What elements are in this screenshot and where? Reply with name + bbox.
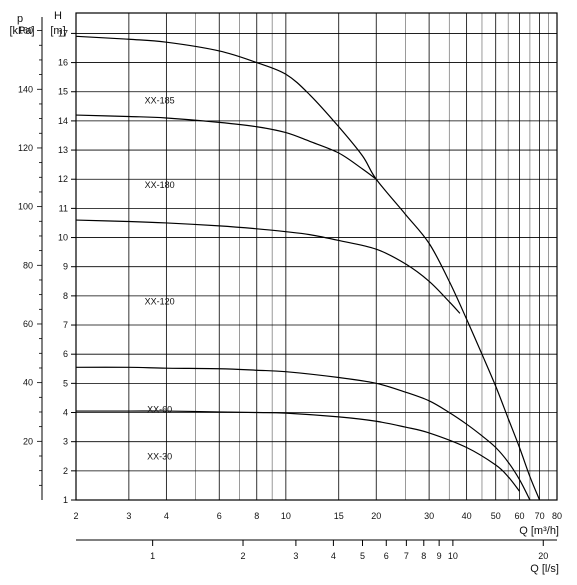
q-tick-label: 8 — [254, 511, 259, 521]
h-tick-label: 11 — [59, 203, 68, 213]
curve-xx-180 — [75, 114, 377, 180]
q-tick-label: 50 — [491, 511, 501, 521]
q-ls-tick-label: 20 — [538, 551, 548, 561]
h-tick-label: 15 — [58, 87, 68, 97]
curve-label-xx-30: XX-30 — [147, 451, 172, 461]
q-ls-tick-label: 8 — [421, 551, 426, 561]
q-ls-tick-label: 5 — [360, 551, 365, 561]
p-tick-label: 60 — [23, 319, 33, 329]
curve-label-xx-180: XX-180 — [145, 180, 175, 190]
q-ls-tick-label: 6 — [384, 551, 389, 561]
p-tick-label: 20 — [23, 436, 33, 446]
grid — [75, 13, 558, 501]
h-tick-label: 3 — [63, 437, 68, 447]
p-tick-label: 80 — [23, 260, 33, 270]
p-tick-label: 160 — [18, 26, 33, 36]
plot-frame — [75, 12, 558, 501]
h-tick-label: 14 — [58, 116, 68, 126]
curves — [75, 35, 541, 501]
curve-xx-60 — [75, 366, 531, 501]
q-tick-label: 6 — [217, 511, 222, 521]
h-tick-label: 4 — [63, 408, 68, 418]
q-ls-tick-label: 7 — [404, 551, 409, 561]
q-ls-tick-label: 1 — [150, 551, 155, 561]
q-ls-tick-label: 10 — [448, 551, 458, 561]
h-tick-label: 16 — [58, 58, 68, 68]
p-axis-unit: [kPa] — [9, 25, 34, 37]
curve-label-xx-185: XX-185 — [145, 95, 175, 105]
q-ls-tick-label: 9 — [437, 551, 442, 561]
q-ls-tick-label: 2 — [241, 551, 246, 561]
h-axis-label: H — [54, 10, 62, 22]
p-tick-label: 100 — [18, 202, 33, 212]
h-tick-label: 7 — [63, 320, 68, 330]
q-tick-label: 20 — [371, 511, 381, 521]
h-tick-label: 12 — [58, 174, 68, 184]
h-tick-label: 13 — [58, 145, 68, 155]
q-ls-tick-label: 3 — [293, 551, 298, 561]
q-tick-label: 10 — [281, 511, 291, 521]
h-tick-label: 2 — [63, 466, 68, 476]
q-ls-axis-label: Q [l/s] — [530, 563, 559, 575]
p-tick-label: 140 — [18, 84, 33, 94]
q-tick-label: 3 — [126, 511, 131, 521]
labels: XX-185 XX-180 XX-120 XX-60 XX-30 — [145, 95, 175, 461]
q-ls-tick-label: 4 — [331, 551, 336, 561]
p-tick-label: 40 — [23, 378, 33, 388]
curve-xx-120 — [75, 219, 461, 314]
h-tick-label: 10 — [58, 233, 68, 243]
h-tick-label: 5 — [63, 378, 68, 388]
curve-label-xx-60: XX-60 — [147, 405, 172, 415]
q-tick-label: 30 — [424, 511, 434, 521]
h-tick-label: 8 — [63, 291, 68, 301]
q-tick-label: 70 — [535, 511, 545, 521]
curve-label-xx-120: XX-120 — [145, 297, 175, 307]
q-tick-label: 2 — [73, 511, 78, 521]
h-axis-unit: [m] — [50, 25, 65, 37]
h-tick-label: 17 — [58, 28, 68, 38]
curve-xx-185 — [75, 35, 541, 501]
h-tick-label: 6 — [63, 349, 68, 359]
curve-xx-30 — [75, 410, 520, 492]
h-tick-label: 1 — [63, 495, 68, 505]
q-tick-label: 80 — [552, 511, 562, 521]
q-tick-label: 60 — [514, 511, 524, 521]
q-tick-label: 15 — [334, 511, 344, 521]
p-tick-label: 120 — [18, 143, 33, 153]
p-axis-label: p — [17, 13, 23, 25]
q-m3h-axis-label: Q [m³/h] — [519, 525, 559, 537]
h-tick-label: 9 — [63, 262, 68, 272]
q-tick-label: 40 — [462, 511, 472, 521]
q-tick-label: 4 — [164, 511, 169, 521]
